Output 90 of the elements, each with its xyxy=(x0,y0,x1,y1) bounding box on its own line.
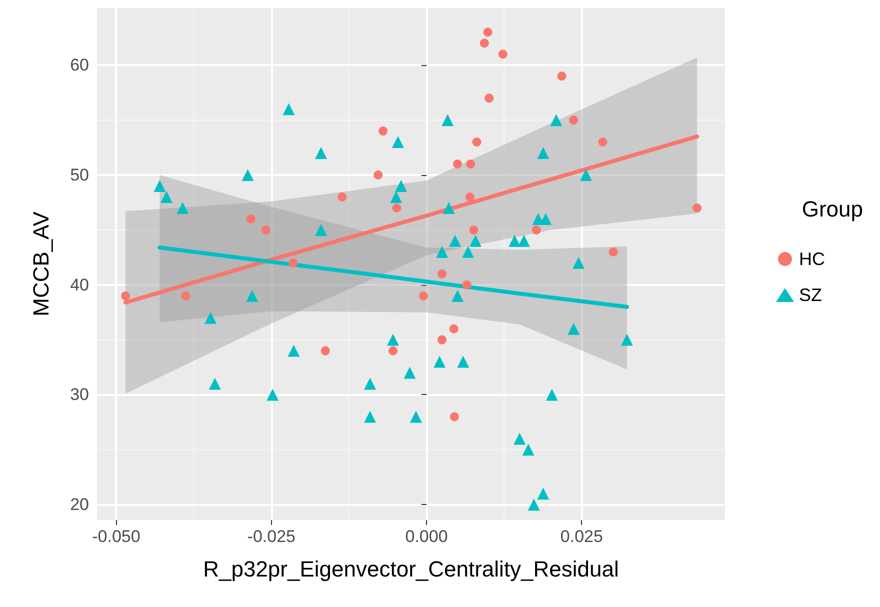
point xyxy=(508,234,521,247)
x-axis-title: R_p32pr_Eigenvector_Centrality_Residual xyxy=(203,556,619,582)
point xyxy=(442,114,454,126)
point xyxy=(537,488,550,500)
point xyxy=(246,290,258,302)
y-tick-label: 40 xyxy=(70,275,89,294)
point xyxy=(453,160,462,169)
point xyxy=(498,50,508,59)
point xyxy=(374,170,383,180)
legend-label: HC xyxy=(799,249,825,269)
point xyxy=(620,334,633,346)
point xyxy=(532,225,541,234)
point xyxy=(246,214,256,224)
point xyxy=(282,103,295,116)
point xyxy=(483,28,492,37)
point xyxy=(466,160,476,169)
point xyxy=(154,180,166,192)
point xyxy=(470,234,482,247)
y-tick-label: 50 xyxy=(70,166,89,185)
point xyxy=(484,94,494,103)
point xyxy=(580,169,592,182)
point xyxy=(410,410,422,423)
point xyxy=(550,114,562,126)
point xyxy=(338,192,347,202)
point xyxy=(518,234,530,247)
x-tick-label: 0.000 xyxy=(405,527,448,546)
point xyxy=(557,72,566,81)
legend-label: SZ xyxy=(799,285,822,305)
y-tick-label: 30 xyxy=(70,385,89,404)
point xyxy=(261,225,270,234)
legend-title: Group xyxy=(802,196,864,222)
point xyxy=(288,344,300,357)
point xyxy=(528,498,540,511)
point xyxy=(208,378,221,390)
line-series xyxy=(158,246,629,309)
point xyxy=(242,169,254,182)
y-tick-label: 60 xyxy=(70,56,89,75)
point xyxy=(436,246,448,258)
point xyxy=(537,147,550,160)
point xyxy=(569,116,578,125)
x-tick-label: -0.025 xyxy=(247,527,296,546)
point xyxy=(315,224,328,236)
point xyxy=(181,291,190,300)
point xyxy=(568,322,580,335)
point xyxy=(452,290,464,302)
point xyxy=(392,136,404,148)
point xyxy=(390,190,402,203)
line-series xyxy=(124,134,700,304)
point xyxy=(465,192,474,202)
point xyxy=(378,126,388,136)
point xyxy=(392,203,402,212)
point xyxy=(450,412,459,422)
point xyxy=(469,225,478,234)
point xyxy=(160,190,172,203)
x-tick-label: 0.025 xyxy=(560,527,603,546)
point xyxy=(692,203,702,212)
point xyxy=(608,247,618,256)
point xyxy=(572,256,585,269)
point xyxy=(598,138,608,147)
point xyxy=(462,246,474,258)
point xyxy=(121,291,130,300)
point xyxy=(320,346,330,356)
point xyxy=(480,38,489,48)
point xyxy=(204,312,217,324)
point xyxy=(438,269,447,278)
point xyxy=(442,202,455,214)
y-axis-title: MCCB_AV xyxy=(28,211,54,316)
point xyxy=(457,356,470,368)
y-tick-label: 20 xyxy=(70,495,89,514)
point xyxy=(472,138,482,147)
point xyxy=(395,180,408,192)
point xyxy=(438,335,447,344)
point xyxy=(434,356,446,368)
point xyxy=(522,444,534,456)
point xyxy=(288,258,298,268)
point xyxy=(546,388,558,401)
point xyxy=(462,280,472,290)
point xyxy=(449,234,462,247)
point xyxy=(315,147,328,160)
point xyxy=(404,366,416,379)
point xyxy=(387,334,400,346)
point xyxy=(418,291,428,300)
point xyxy=(449,324,458,334)
point xyxy=(176,202,189,214)
point xyxy=(388,346,398,356)
point xyxy=(364,410,376,423)
point xyxy=(266,388,279,401)
point xyxy=(514,432,526,445)
x-tick-label: -0.050 xyxy=(92,527,140,546)
point xyxy=(364,378,376,390)
